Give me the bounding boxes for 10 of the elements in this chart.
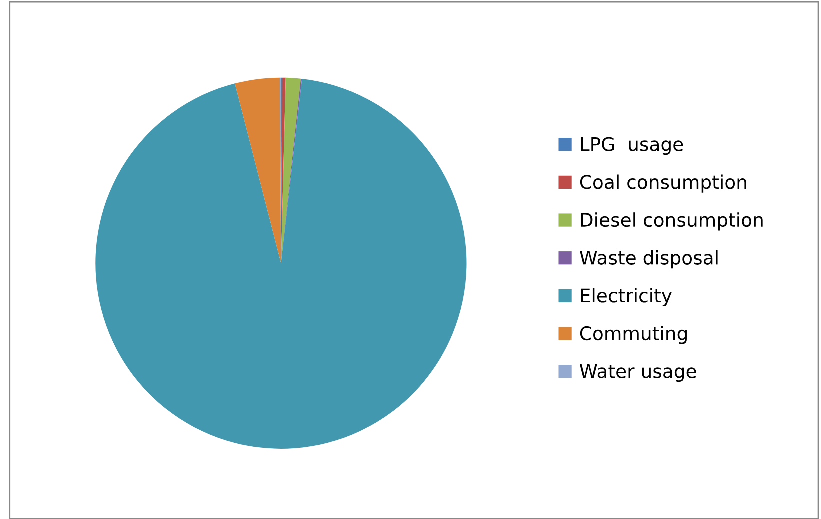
- pie-slice: [235, 78, 282, 264]
- pie-slice: [96, 79, 467, 449]
- legend-label: Waste disposal: [580, 250, 718, 269]
- legend-label: Coal consumption: [580, 174, 746, 193]
- legend-label: Commuting: [580, 326, 687, 344]
- pie-slice: [281, 78, 286, 264]
- legend-label: Water usage: [580, 364, 696, 382]
- legend-label: Electricity: [581, 288, 672, 306]
- legend-label: LPG usage: [581, 137, 684, 156]
- legend-label: Diesel consumption: [581, 212, 763, 231]
